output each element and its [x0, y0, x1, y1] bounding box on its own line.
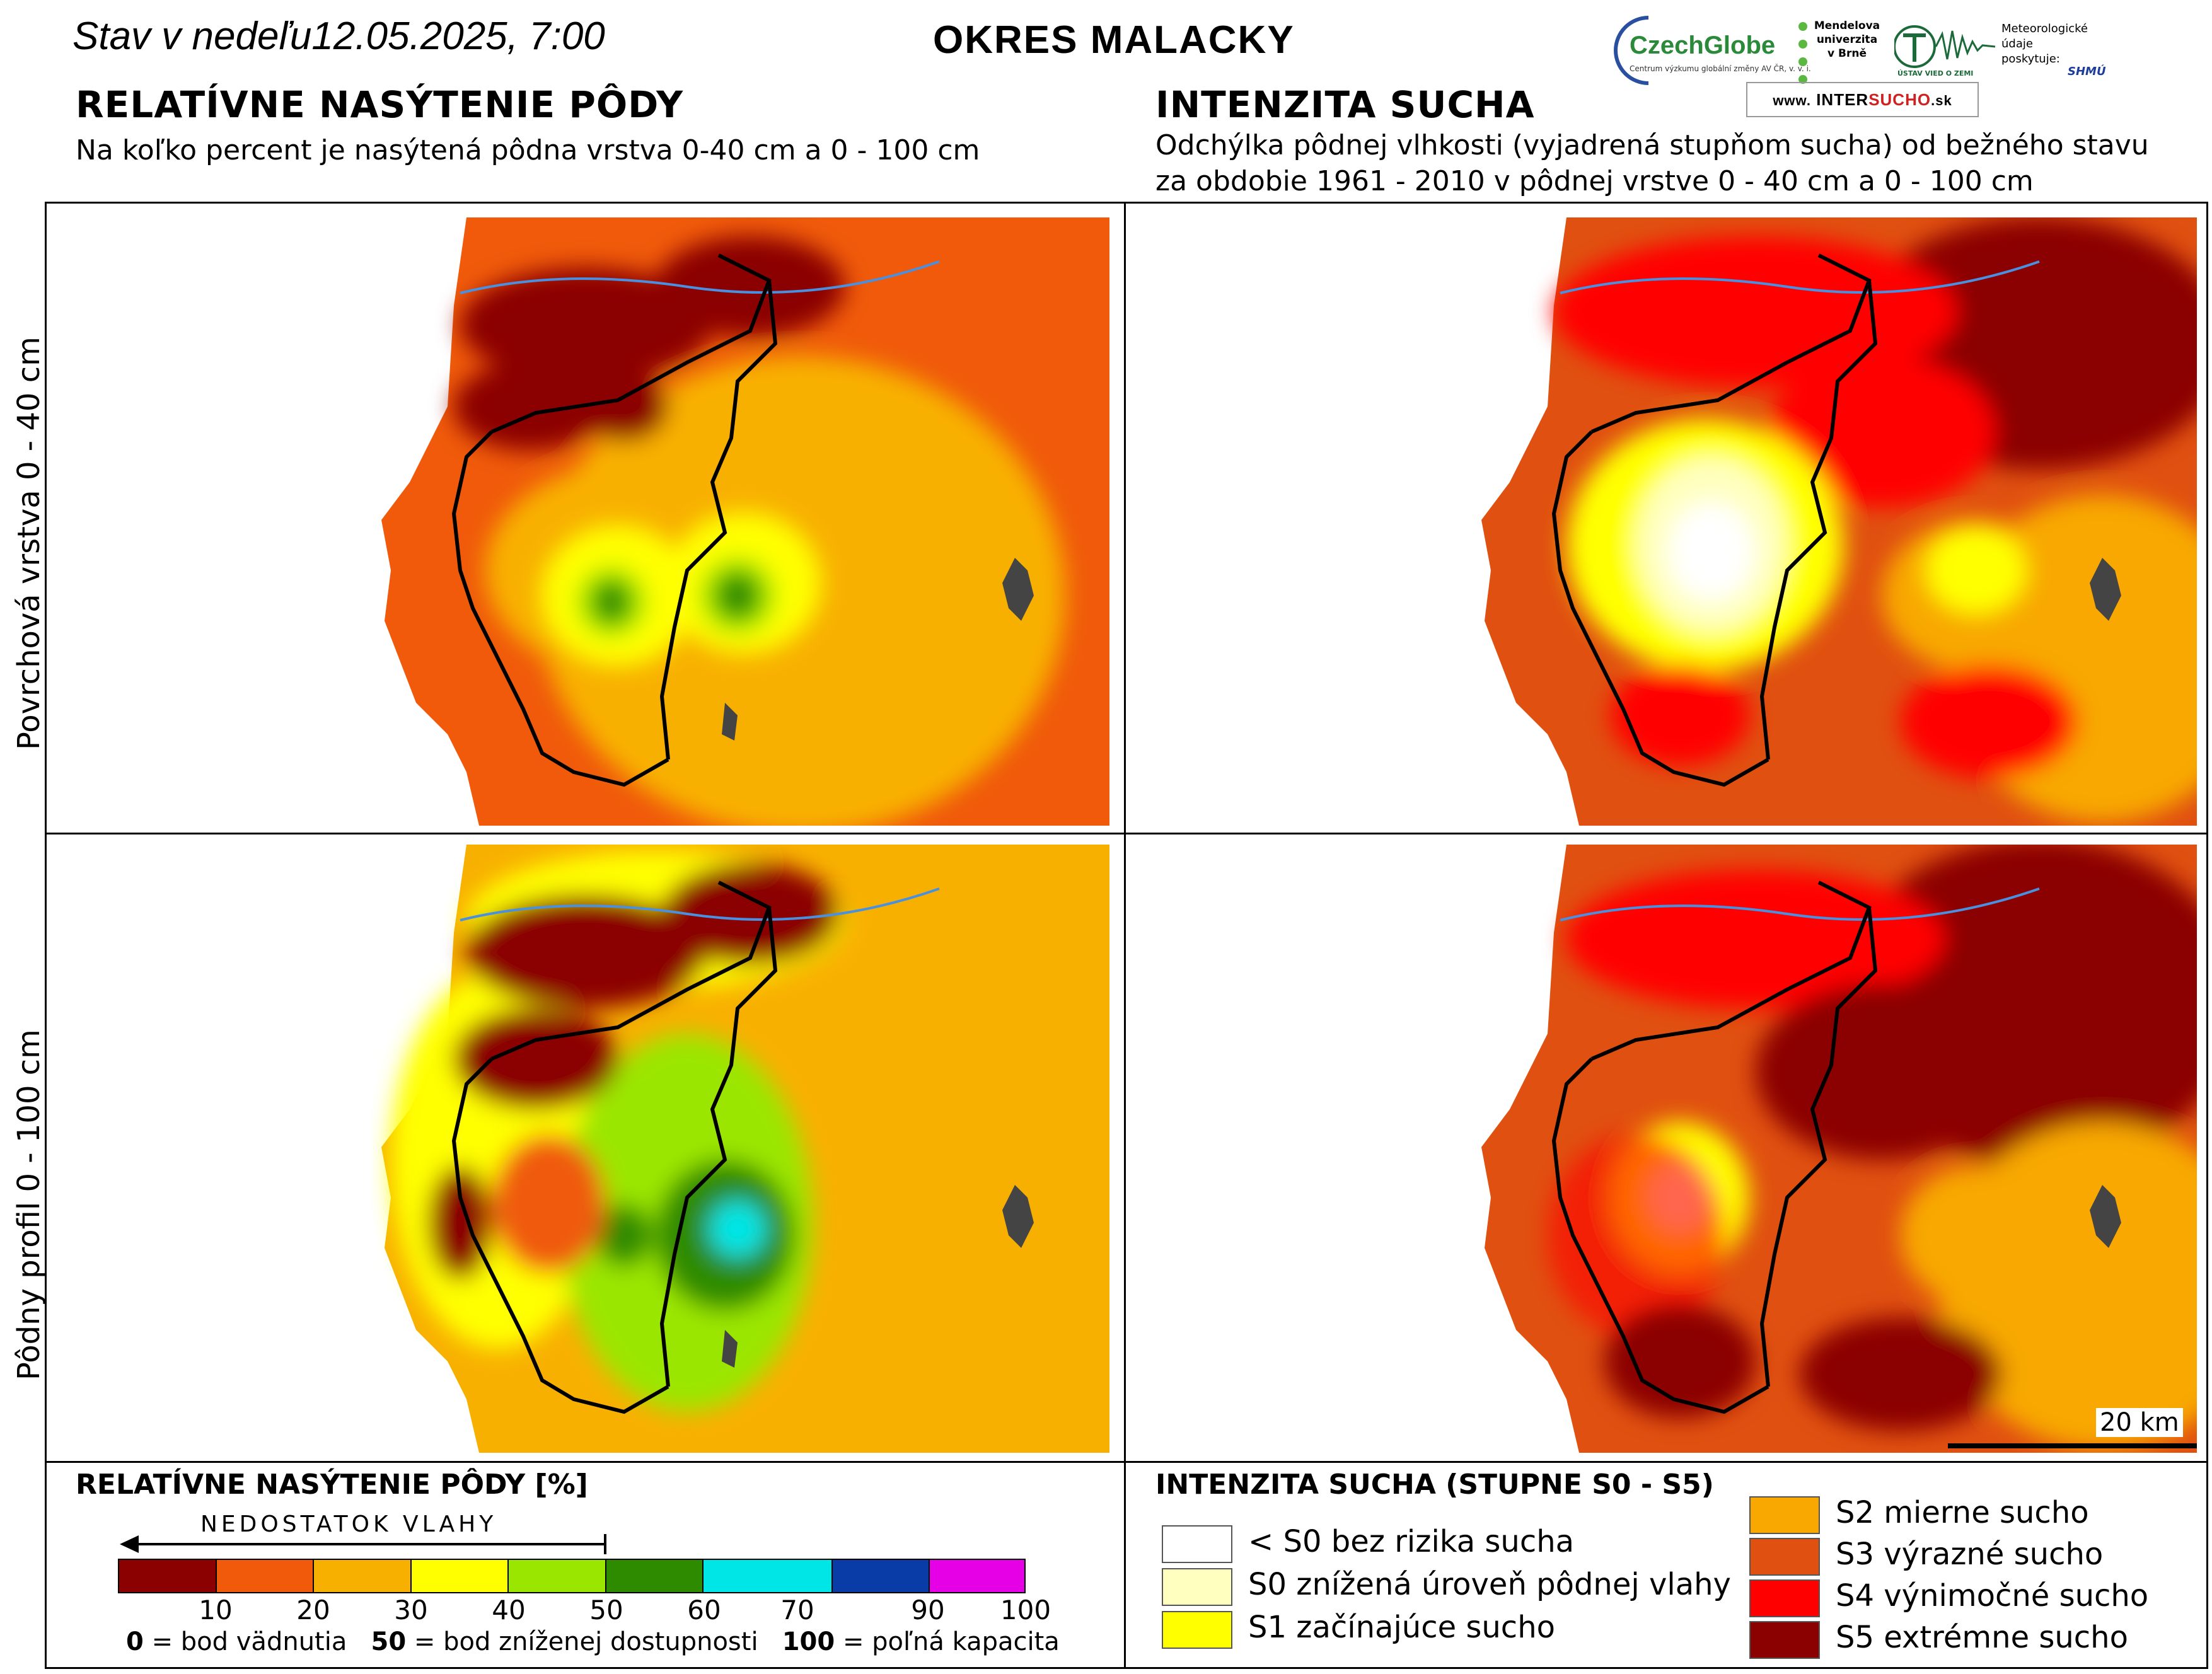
czechglobe-logo: CzechGlobe Centrum výzkumu globální změn…	[1611, 13, 1811, 88]
row-label-bottom: Pôdny profil 0 - 100 cm	[11, 1029, 47, 1380]
row-label-top: Povrchová vrstva 0 - 40 cm	[11, 337, 47, 750]
colorbar-segment	[509, 1560, 606, 1592]
colorbar-tick: 60	[687, 1595, 721, 1625]
legend-swatch-s1	[1162, 1611, 1232, 1649]
legend-saturation-title: RELATÍVNE NASÝTENIE PÔDY [%]	[76, 1469, 588, 1501]
logos: CzechGlobe Centrum výzkumu globální změn…	[1611, 13, 2134, 123]
colorbar-segment	[314, 1560, 412, 1592]
shmu-logo: Meteorologické údaje poskytuje: SHMÚ	[2001, 22, 2106, 78]
colorbar-tick: 100	[1000, 1595, 1051, 1625]
left-subtitle: Na koľko percent je nasýtená pôdna vrstv…	[76, 134, 980, 166]
map-drought-topsoil-image	[1481, 217, 2197, 826]
saturation-definitions: 0 = bod vädnutia 50 = bod zníženej dostu…	[126, 1627, 1060, 1656]
legend-swatch-no-risk	[1162, 1525, 1232, 1563]
legend-label-s1: S1 začínajúce sucho	[1248, 1610, 1555, 1645]
panel-frame	[45, 202, 2208, 1669]
colorbar-segment	[704, 1560, 833, 1592]
colorbar-segment	[606, 1560, 704, 1592]
district-title: OKRES MALACKY	[933, 18, 1295, 62]
panel-divider-horizontal-2	[45, 1461, 2208, 1463]
map-saturation-profile	[372, 845, 1109, 1453]
colorbar-segment	[832, 1560, 930, 1592]
legend-drought-title: INTENZITA SUCHA (STUPNE S0 - S5)	[1155, 1469, 1714, 1501]
legend-label-s2: S2 mierne sucho	[1836, 1495, 2089, 1530]
left-title: RELATÍVNE NASÝTENIE PÔDY	[76, 83, 684, 126]
colorbar-segment	[411, 1560, 509, 1592]
legend-swatch-s3	[1749, 1538, 1820, 1576]
date-label: Stav v nedeľu12.05.2025, 7:00	[72, 14, 605, 58]
right-subtitle-1: Odchýlka pôdnej vlhkosti (vyjadrená stup…	[1155, 129, 2149, 161]
map-drought-profile-image	[1481, 845, 2197, 1453]
colorbar-tick: 10	[199, 1595, 233, 1625]
map-drought-profile	[1472, 845, 2197, 1453]
map-drought-topsoil	[1472, 217, 2197, 826]
map-saturation-profile-image	[381, 845, 1109, 1453]
colorbar-segment	[216, 1560, 315, 1592]
colorbar-tick: 30	[394, 1595, 428, 1625]
colorbar-tick: 20	[296, 1595, 330, 1625]
right-subtitle-2: za obdobie 1961 - 2010 v pôdnej vrstve 0…	[1155, 165, 2034, 197]
deficit-arrow-icon	[120, 1534, 606, 1554]
colorbar-tick: 70	[780, 1595, 814, 1625]
colorbar-tick: 40	[492, 1595, 526, 1625]
saturation-colorbar	[118, 1559, 1026, 1593]
colorbar-tick: 90	[911, 1595, 945, 1625]
legend-swatch-s4	[1749, 1579, 1820, 1617]
legend-label-s5: S5 extrémne sucho	[1836, 1620, 2128, 1655]
legend-label-s3: S3 výrazné sucho	[1836, 1537, 2104, 1572]
panel-divider-vertical	[1124, 202, 1126, 1669]
colorbar-segment	[119, 1560, 217, 1592]
legend-swatch-s2	[1749, 1496, 1820, 1534]
legend-label-s0: S0 znížená úroveň pôdnej vlahy	[1248, 1567, 1731, 1602]
intersucho-logo: www. INTERSUCHO.sk	[1746, 82, 1979, 117]
legend-label-no-risk: < S0 bez rizika sucha	[1248, 1524, 1575, 1559]
legend-swatch-s5	[1749, 1621, 1820, 1659]
map-saturation-topsoil-image	[381, 217, 1109, 826]
mendelu-logo: Mendelova univerzita v Brně	[1797, 19, 1897, 88]
scale-label: 20 km	[2096, 1408, 2183, 1437]
legend-swatch-s0	[1162, 1568, 1232, 1606]
panel-divider-horizontal-1	[45, 833, 2208, 834]
deficit-arrow-label: NEDOSTATOK VLAHY	[200, 1511, 497, 1537]
ustav-vied-o-zemi-logo: ÚSTAV VIED O ZEMI	[1894, 21, 2001, 91]
colorbar-segment	[930, 1560, 1024, 1592]
scale-bar	[1948, 1443, 2197, 1448]
legend-label-s4: S4 výnimočné sucho	[1836, 1578, 2149, 1613]
colorbar-tick: 50	[589, 1595, 623, 1625]
map-saturation-topsoil	[372, 217, 1109, 826]
right-title: INTENZITA SUCHA	[1155, 83, 1535, 126]
